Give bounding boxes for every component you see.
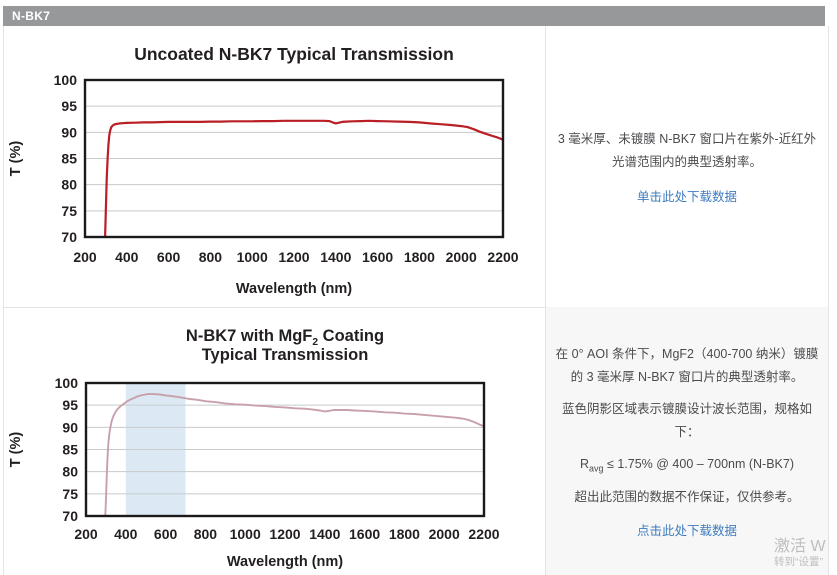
coated-chart-cell: 70 75 80 85 90 95 100 200 400 600 800 1000 1200 1400 1…	[3, 307, 545, 575]
x-tick-label: 1600	[349, 526, 380, 542]
coated-download-link[interactable]: 点击此处下载数据	[636, 524, 737, 539]
section-title: N-BK7	[12, 9, 51, 23]
row-divider	[3, 307, 828, 308]
y-tick-label: 85	[62, 442, 78, 458]
frame-left-border	[3, 26, 4, 575]
frame-right-border	[828, 26, 829, 575]
x-tick-label: 1600	[362, 249, 393, 265]
y-tick-label: 100	[55, 375, 79, 391]
x-tick-label: 1200	[278, 249, 309, 265]
x-tick-label: 1200	[269, 526, 300, 542]
chart-title: Uncoated N-BK7 Typical Transmission	[134, 44, 454, 64]
uncoated-description-panel: 3 毫米厚、未镀膜 N-BK7 窗口片在紫外-近红外光谱范围内的典型透射率。 单…	[546, 26, 828, 307]
x-axis-label: Wavelength (nm)	[227, 554, 343, 570]
x-tick-label: 2200	[487, 249, 518, 265]
x-tick-label: 600	[157, 249, 181, 265]
chart-title-line2: Typical Transmission	[202, 346, 369, 364]
y-axis-label: T (%)	[8, 141, 24, 177]
y-tick-label: 75	[61, 203, 77, 219]
plot-border	[84, 381, 486, 518]
activation-watermark: 激活 W 转到“设置”	[774, 537, 837, 569]
y-tick-label: 75	[62, 486, 78, 502]
spec-rest: ≤ 1.75% @ 400 – 700nm (N-BK7)	[603, 457, 795, 472]
y-tick-label: 80	[62, 464, 78, 480]
y-tick-label: 90	[62, 419, 78, 435]
y-tick-label: 70	[61, 229, 77, 245]
x-tick-label: 1800	[389, 526, 420, 542]
transmission-curve	[103, 119, 505, 239]
plot-border	[83, 78, 505, 239]
x-tick-label: 1400	[309, 526, 340, 542]
y-tick-label: 100	[54, 72, 78, 88]
x-tick-label: 1800	[404, 249, 435, 265]
x-tick-label: 2000	[446, 249, 477, 265]
disclaimer: 超出此范围的数据不作保证，仅供参考。	[574, 490, 800, 505]
y-tick-label: 85	[61, 151, 77, 167]
x-tick-label: 1000	[230, 526, 261, 542]
y-tick-label: 95	[61, 98, 77, 114]
spec-subscript: avg	[589, 463, 604, 474]
y-tick-label: 70	[62, 508, 78, 524]
watermark-line1: 激活 W	[774, 538, 826, 555]
x-tick-label: 2000	[429, 526, 460, 542]
uncoated-chart-cell: 70 75 80 85 90 95 100 200 400 600 800 1000 1200 1400 1…	[3, 26, 545, 307]
column-divider	[545, 26, 546, 575]
coated-transmission-chart: 70 75 80 85 90 95 100 200 400 600 800 1000 1200 1400 1…	[3, 307, 545, 575]
coated-description-panel: 在 0° AOI 条件下，MgF2（400-700 纳米）镀膜的 3 毫米厚 N…	[546, 307, 828, 575]
x-tick-label: 600	[154, 526, 178, 542]
shading-note: 蓝色阴影区域表示镀膜设计波长范围，规格如下：	[561, 401, 812, 439]
x-axis-label: Wavelength (nm)	[236, 281, 352, 297]
x-tick-label: 800	[194, 526, 218, 542]
spec-r: R	[579, 457, 590, 472]
x-tick-label: 2200	[468, 526, 499, 542]
x-tick-label: 1000	[237, 249, 268, 265]
y-tick-label: 95	[62, 397, 78, 413]
uncoated-transmission-chart: 70 75 80 85 90 95 100 200 400 600 800 1000 1200 1400 1…	[3, 26, 545, 307]
x-tick-label: 400	[114, 526, 138, 542]
chart-svg: 70 75 80 85 90 95 100 200 400 600 800 1000 1200 1400 1…	[8, 327, 500, 570]
uncoated-description: 3 毫米厚、未镀膜 N-BK7 窗口片在紫外-近红外光谱范围内的典型透射率。	[557, 131, 817, 169]
coating-spec: Ravg ≤ 1.75% @ 400 – 700nm (N-BK7)	[572, 453, 802, 477]
x-tick-label: 1400	[320, 249, 351, 265]
x-tick-label: 400	[115, 249, 139, 265]
y-tick-label: 80	[61, 177, 77, 193]
x-tick-label: 800	[199, 249, 223, 265]
y-axis-label: T (%)	[8, 432, 24, 468]
watermark-line2: 转到“设置”	[774, 556, 823, 568]
x-tick-label: 200	[73, 249, 97, 265]
chart-svg: 70 75 80 85 90 95 100 200 400 600 800 1000 1200 1400 1…	[8, 44, 519, 297]
coated-description: 在 0° AOI 条件下，MgF2（400-700 纳米）镀膜的 3 毫米厚 N…	[555, 346, 819, 384]
section-header: N-BK7	[3, 6, 825, 26]
uncoated-download-link[interactable]: 单击此处下载数据	[636, 190, 737, 205]
chart-title: N-BK7 with MgF2 Coating	[186, 327, 384, 348]
x-tick-label: 200	[74, 526, 98, 542]
transmission-curve	[104, 393, 485, 517]
y-tick-label: 90	[61, 124, 77, 140]
